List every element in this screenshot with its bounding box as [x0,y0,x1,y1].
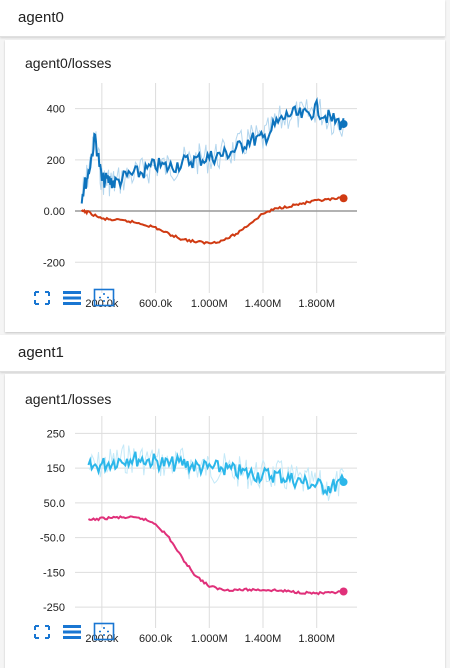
series-line [87,451,345,497]
y-tick-label: -200 [43,257,65,269]
fullscreen-icon[interactable] [31,289,53,307]
series-line [88,515,345,596]
x-tick-label: 600.0k [139,298,173,310]
series-line [80,196,344,245]
series-end-point [339,119,348,128]
series-end-point [339,194,348,203]
chart-card-agent1: agent1/losses 200.0k 600.0k 1.000M 1.400M 1.… [5,374,445,668]
y-tick-label: 400 [47,104,65,116]
y-tick-label: 150 [47,463,65,475]
series-end-point [339,587,348,596]
fit-domain-icon[interactable] [93,288,115,307]
series-line [80,97,345,204]
x-tick-label: 1.000M [191,298,228,310]
y-tick-label: -250 [43,602,65,614]
card-title: agent0/losses [25,55,112,71]
series-end-point [339,478,348,487]
section-header-agent0[interactable]: agent0 [0,0,445,37]
series-raw-line [88,444,345,501]
list-icon[interactable] [61,623,83,641]
x-tick-label: 1.800M [298,298,335,310]
y-tick-label: -150 [43,567,65,579]
chart-agent1-losses[interactable]: 200.0k 600.0k 1.000M 1.400M 1.800M25015050.0… [5,411,445,651]
chart-card-agent0: agent0/losses 200.0k 600.0k 1.000M 1.400M 1.… [5,40,445,332]
y-tick-label: -50.0 [40,533,65,545]
fit-domain-icon[interactable] [93,622,115,641]
x-tick-label: 1.400M [245,298,282,310]
section-header-agent1[interactable]: agent1 [0,335,445,372]
card-title: agent1/losses [25,391,112,407]
y-tick-label: 0.00 [44,206,65,218]
y-tick-label: 50.0 [44,498,65,510]
y-tick-label: 250 [47,428,65,440]
x-tick-label: 1.800M [298,633,335,645]
list-icon[interactable] [61,289,83,307]
series-raw-line [81,98,345,197]
chart-agent0-losses[interactable]: 200.0k 600.0k 1.000M 1.400M 1.800M4002000.00… [5,75,445,315]
fullscreen-icon[interactable] [31,623,53,641]
x-tick-label: 1.000M [191,633,228,645]
x-tick-label: 600.0k [139,633,173,645]
section-title: agent0 [18,9,64,26]
x-tick-label: 1.400M [245,633,282,645]
section-title: agent1 [18,344,64,361]
y-tick-label: 200 [47,155,65,167]
